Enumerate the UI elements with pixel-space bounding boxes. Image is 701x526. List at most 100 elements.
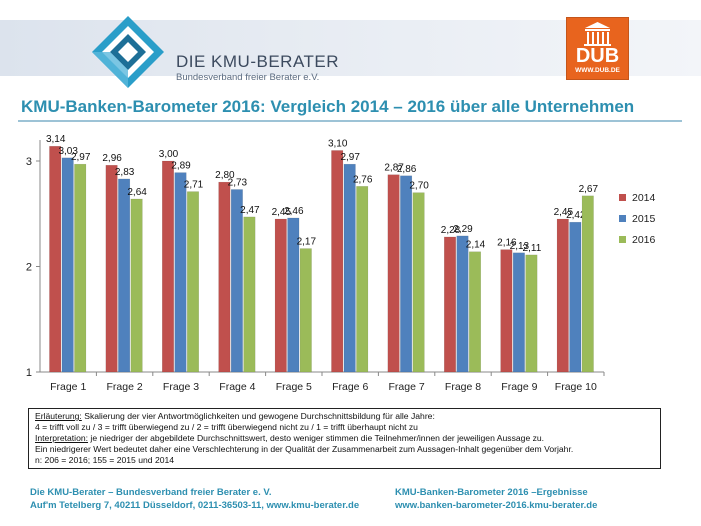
logo-subtitle: Bundesverband freier Berater e.V. [176, 72, 320, 83]
explanation-box: Erläuterung: Skalierung der vier Antwort… [28, 408, 661, 469]
data-label-2016: 2,64 [127, 187, 147, 198]
data-label-2016: 2,76 [353, 174, 373, 185]
legend-label-2016: 2016 [632, 234, 656, 246]
footer-right: KMU-Banken-Barometer 2016 –Ergebnisse ww… [395, 486, 597, 512]
note-line-3-text: je niedriger der abgebildete Durchschnit… [88, 433, 545, 443]
note-line-1-text: Skalierung der vier Antwortmöglichkeiten… [81, 411, 435, 421]
bar-2014 [556, 218, 569, 373]
footer-left: Die KMU-Berater – Bundesverband freier B… [30, 486, 359, 512]
x-tick-label: Frage 3 [163, 381, 199, 393]
building-icon [584, 22, 611, 46]
bar-2016 [243, 216, 256, 373]
data-label-2014: 2,28 [441, 225, 461, 236]
logo-title: DIE KMU-BERATER [176, 52, 340, 71]
dub-badge-text: DUB [575, 45, 620, 67]
bar-2016 [299, 248, 312, 373]
data-label-2016: 2,97 [71, 152, 91, 163]
bar-2015 [230, 189, 243, 373]
legend-swatch-2015 [619, 215, 626, 222]
bar-2015 [400, 175, 413, 373]
x-tick-label: Frage 2 [107, 381, 143, 393]
data-label-2014: 2,87 [384, 163, 404, 174]
data-label-2015: 2,89 [171, 161, 191, 172]
footer-left-line-1: Die KMU-Berater – Bundesverband freier B… [30, 487, 272, 498]
data-label-2014: 2,96 [102, 153, 122, 164]
x-tick-label: Frage 5 [276, 381, 312, 393]
data-label-2015: 2,42 [566, 210, 586, 221]
data-label-2015: 3,03 [58, 146, 78, 157]
legend-swatch-2014 [619, 194, 626, 201]
legend-swatch-2016 [619, 236, 626, 243]
data-label-2015: 2,86 [397, 164, 417, 175]
note-line-4: Ein niedrigerer Wert bedeutet daher eine… [35, 444, 574, 454]
x-tick-label: Frage 6 [332, 381, 368, 393]
bar-2016 [469, 251, 481, 373]
data-label-2016: 2,14 [466, 240, 486, 251]
bar-2015 [569, 221, 582, 373]
y-tick-label: 3 [26, 156, 32, 168]
bar-2015 [343, 163, 356, 373]
note-line-1: Erläuterung: Skalierung der vier Antwort… [35, 411, 654, 422]
data-label-2016: 2,11 [523, 243, 542, 254]
page-title: KMU-Banken-Barometer 2016: Vergleich 201… [21, 97, 635, 116]
bar-2014 [218, 181, 231, 373]
dub-badge[interactable]: DUB WWW.DUB.DE [566, 17, 629, 80]
bar-2014 [500, 249, 513, 373]
bar-2014 [105, 164, 118, 373]
note-label-interpretation: Interpretation: [35, 433, 89, 443]
bar-2016 [412, 192, 425, 373]
data-label-2014: 2,80 [215, 170, 235, 181]
kmu-berater-logo-icon [92, 16, 164, 88]
bar-2016 [356, 186, 369, 373]
bar-2014 [49, 145, 62, 373]
data-label-2015: 2,97 [340, 152, 360, 163]
data-label-2014: 3,10 [328, 138, 348, 149]
data-label-2015: 2,13 [510, 241, 530, 252]
note-line-5: n: 206 = 2016; 155 = 2015 und 2014 [35, 455, 175, 465]
y-tick-label: 1 [26, 367, 32, 379]
bar-2015 [456, 235, 469, 373]
data-label-2015: 2,73 [228, 177, 248, 188]
data-label-2014: 3,14 [46, 134, 66, 145]
data-label-2016: 2,67 [579, 184, 599, 195]
dub-badge-url: WWW.DUB.DE [575, 67, 620, 74]
bar-2015 [174, 172, 187, 373]
bar-2014 [274, 218, 287, 373]
y-tick-label: 2 [26, 262, 32, 274]
bar-2016 [130, 198, 143, 373]
bar-2016 [74, 163, 87, 373]
x-tick-label: Frage 10 [555, 381, 597, 393]
bar-2015 [118, 178, 131, 373]
x-tick-label: Frage 4 [219, 381, 255, 393]
bar-2015 [287, 217, 300, 373]
data-label-2014: 2,45 [554, 207, 574, 218]
bar-2014 [162, 160, 174, 373]
bar-2016 [581, 195, 594, 373]
x-tick-label: Frage 1 [50, 381, 86, 393]
footer-right-line-1: KMU-Banken-Barometer 2016 –Ergebnisse [395, 487, 588, 498]
bar-2014 [387, 174, 400, 373]
note-line-3: Interpretation: je niedriger der abgebil… [35, 433, 654, 444]
x-tick-label: Frage 7 [389, 381, 425, 393]
data-label-2015: 2,83 [115, 167, 135, 178]
footer-right-line-2[interactable]: www.banken-barometer-2016.kmu-berater.de [395, 500, 598, 511]
x-tick-label: Frage 8 [445, 381, 481, 393]
x-tick-label: Frage 9 [501, 381, 537, 393]
legend-label-2014: 2014 [632, 192, 656, 204]
data-label-2014: 2,16 [497, 238, 517, 249]
data-label-2016: 2,17 [297, 237, 317, 248]
title-divider [18, 120, 682, 122]
note-line-2: 4 = trifft voll zu / 3 = trifft überwieg… [35, 422, 418, 432]
bar-2015 [61, 157, 74, 373]
data-label-2014: 3,00 [159, 149, 179, 160]
footer-left-line-2[interactable]: Auf'm Tetelberg 7, 40211 Düsseldorf, 021… [30, 500, 360, 511]
bar-2015 [512, 252, 525, 373]
data-label-2014: 2,45 [272, 207, 292, 218]
bar-2016 [525, 254, 538, 373]
bar-2014 [444, 236, 456, 373]
note-label-explanation: Erläuterung: [35, 411, 82, 421]
data-label-2015: 2,29 [453, 224, 473, 235]
data-label-2016: 2,47 [240, 205, 260, 216]
data-label-2015: 2,46 [284, 206, 304, 217]
